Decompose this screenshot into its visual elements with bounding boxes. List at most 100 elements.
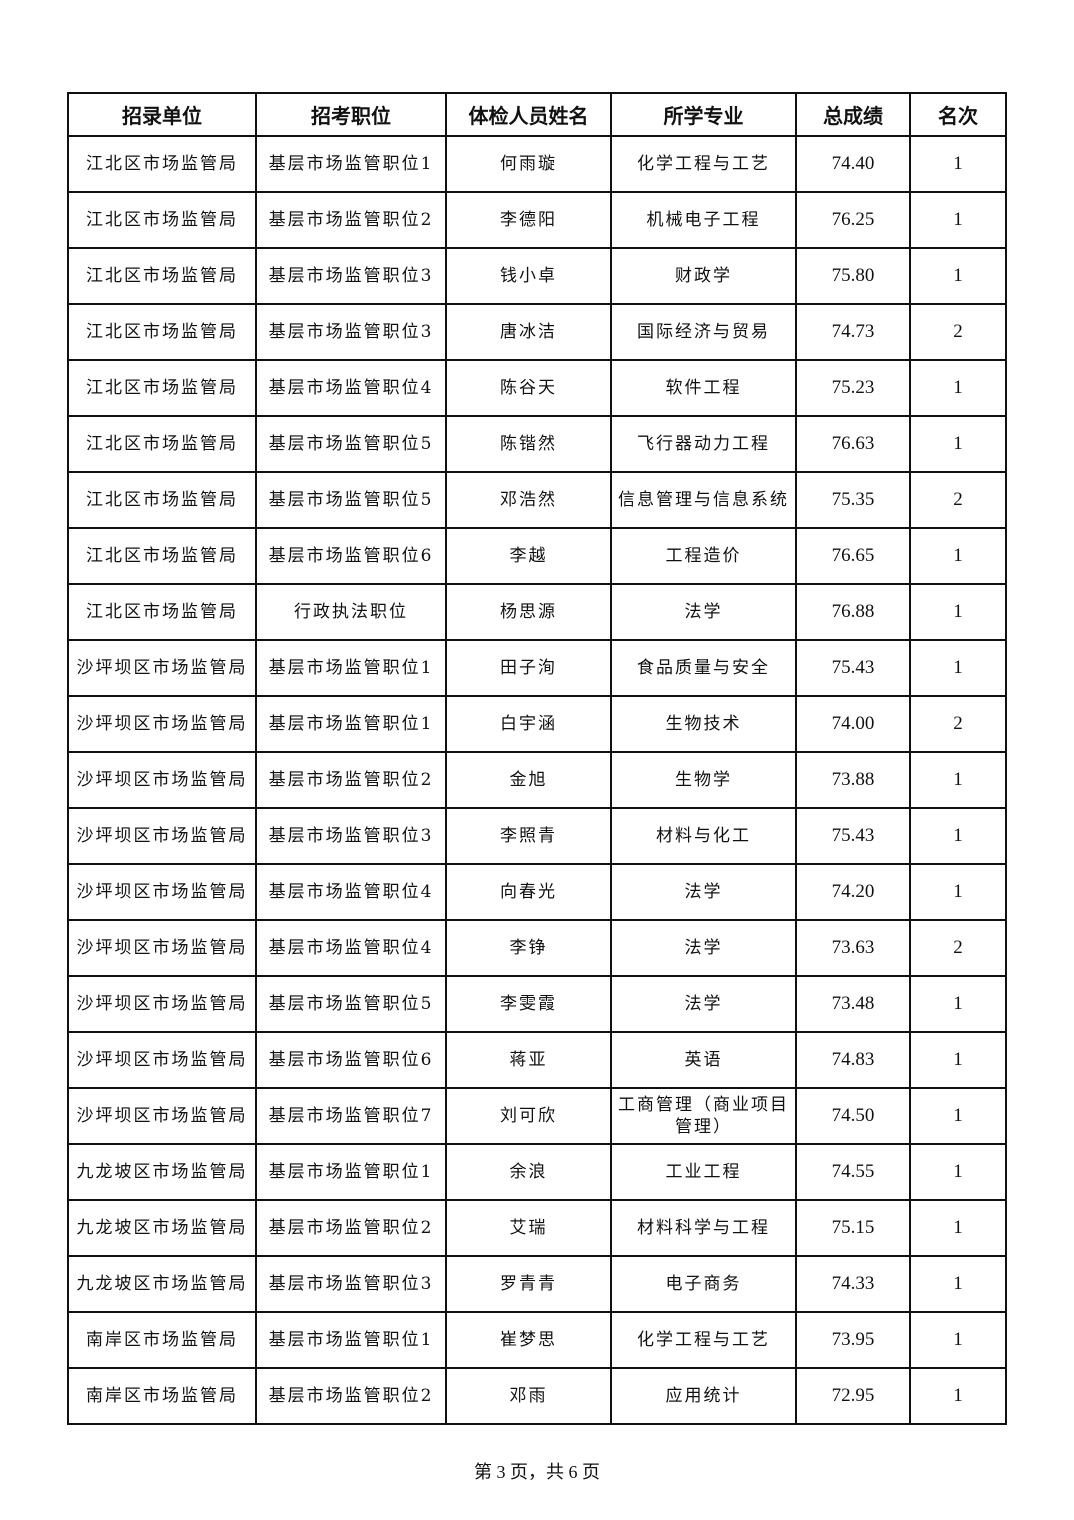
cell-major: 应用统计 [610, 1367, 797, 1425]
cell-major: 工业工程 [610, 1143, 797, 1201]
cell-rank: 1 [909, 191, 1007, 249]
cell-unit: 沙坪坝区市场监管局 [67, 975, 257, 1033]
cell-unit: 南岸区市场监管局 [67, 1367, 257, 1425]
cell-major: 英语 [610, 1031, 797, 1089]
table-row: 九龙坡区市场监管局 基层市场监管职位1 余浪 工业工程 74.55 1 [67, 1143, 1007, 1201]
cell-unit: 江北区市场监管局 [67, 471, 257, 529]
cell-score: 73.48 [795, 975, 911, 1033]
cell-name: 何雨璇 [445, 135, 612, 193]
table-row: 沙坪坝区市场监管局 基层市场监管职位4 李铮 法学 73.63 2 [67, 919, 1007, 977]
cell-major: 机械电子工程 [610, 191, 797, 249]
cell-position: 基层市场监管职位6 [255, 527, 447, 585]
cell-unit: 沙坪坝区市场监管局 [67, 807, 257, 865]
cell-rank: 1 [909, 751, 1007, 809]
table-row: 沙坪坝区市场监管局 基层市场监管职位1 白宇涵 生物技术 74.00 2 [67, 695, 1007, 753]
cell-position: 基层市场监管职位1 [255, 135, 447, 193]
table-row: 江北区市场监管局 基层市场监管职位1 何雨璇 化学工程与工艺 74.40 1 [67, 135, 1007, 193]
cell-score: 75.23 [795, 359, 911, 417]
cell-position: 行政执法职位 [255, 583, 447, 641]
cell-rank: 1 [909, 639, 1007, 697]
header-name: 体检人员姓名 [445, 92, 612, 137]
cell-unit: 九龙坡区市场监管局 [67, 1143, 257, 1201]
cell-name: 刘可欣 [445, 1087, 612, 1145]
cell-score: 74.73 [795, 303, 911, 361]
cell-position: 基层市场监管职位1 [255, 639, 447, 697]
cell-score: 75.43 [795, 807, 911, 865]
cell-position: 基层市场监管职位2 [255, 1199, 447, 1257]
table-row: 江北区市场监管局 基层市场监管职位3 钱小卓 财政学 75.80 1 [67, 247, 1007, 305]
cell-score: 73.63 [795, 919, 911, 977]
cell-name: 李越 [445, 527, 612, 585]
cell-rank: 2 [909, 303, 1007, 361]
cell-position: 基层市场监管职位4 [255, 359, 447, 417]
cell-position: 基层市场监管职位2 [255, 191, 447, 249]
cell-unit: 沙坪坝区市场监管局 [67, 751, 257, 809]
cell-score: 75.15 [795, 1199, 911, 1257]
cell-unit: 江北区市场监管局 [67, 247, 257, 305]
cell-rank: 1 [909, 975, 1007, 1033]
cell-rank: 1 [909, 1199, 1007, 1257]
cell-unit: 沙坪坝区市场监管局 [67, 695, 257, 753]
cell-unit: 沙坪坝区市场监管局 [67, 639, 257, 697]
header-position: 招考职位 [255, 92, 447, 137]
cell-rank: 1 [909, 807, 1007, 865]
cell-rank: 1 [909, 1087, 1007, 1145]
cell-score: 75.43 [795, 639, 911, 697]
table-row: 沙坪坝区市场监管局 基层市场监管职位6 蒋亚 英语 74.83 1 [67, 1031, 1007, 1089]
cell-name: 李照青 [445, 807, 612, 865]
cell-position: 基层市场监管职位7 [255, 1087, 447, 1145]
cell-score: 76.63 [795, 415, 911, 473]
cell-unit: 沙坪坝区市场监管局 [67, 919, 257, 977]
cell-name: 陈谷天 [445, 359, 612, 417]
cell-score: 73.95 [795, 1311, 911, 1369]
cell-unit: 江北区市场监管局 [67, 527, 257, 585]
cell-rank: 1 [909, 863, 1007, 921]
cell-name: 邓雨 [445, 1367, 612, 1425]
cell-major: 法学 [610, 583, 797, 641]
cell-score: 76.88 [795, 583, 911, 641]
cell-unit: 江北区市场监管局 [67, 303, 257, 361]
table-row: 江北区市场监管局 基层市场监管职位3 唐冰洁 国际经济与贸易 74.73 2 [67, 303, 1007, 361]
cell-name: 罗青青 [445, 1255, 612, 1313]
cell-major: 电子商务 [610, 1255, 797, 1313]
cell-unit: 南岸区市场监管局 [67, 1311, 257, 1369]
cell-position: 基层市场监管职位5 [255, 471, 447, 529]
cell-position: 基层市场监管职位3 [255, 807, 447, 865]
table-row: 江北区市场监管局 基层市场监管职位2 李德阳 机械电子工程 76.25 1 [67, 191, 1007, 249]
cell-score: 74.00 [795, 695, 911, 753]
cell-name: 田子洵 [445, 639, 612, 697]
header-unit: 招录单位 [67, 92, 257, 137]
cell-unit: 江北区市场监管局 [67, 359, 257, 417]
cell-name: 李德阳 [445, 191, 612, 249]
cell-unit: 沙坪坝区市场监管局 [67, 1087, 257, 1145]
table-row: 南岸区市场监管局 基层市场监管职位2 邓雨 应用统计 72.95 1 [67, 1367, 1007, 1425]
cell-name: 金旭 [445, 751, 612, 809]
cell-unit: 九龙坡区市场监管局 [67, 1255, 257, 1313]
cell-position: 基层市场监管职位5 [255, 975, 447, 1033]
cell-rank: 1 [909, 1255, 1007, 1313]
cell-score: 74.83 [795, 1031, 911, 1089]
cell-rank: 1 [909, 247, 1007, 305]
cell-major: 食品质量与安全 [610, 639, 797, 697]
table-row: 沙坪坝区市场监管局 基层市场监管职位5 李雯霞 法学 73.48 1 [67, 975, 1007, 1033]
cell-score: 76.25 [795, 191, 911, 249]
cell-major: 信息管理与信息系统 [610, 471, 797, 529]
cell-rank: 1 [909, 1311, 1007, 1369]
cell-position: 基层市场监管职位2 [255, 751, 447, 809]
table-row: 沙坪坝区市场监管局 基层市场监管职位7 刘可欣 工商管理（商业项目管理） 74.50 1 [67, 1087, 1007, 1145]
header-row: 招录单位 招考职位 体检人员姓名 所学专业 总成绩 名次 [67, 92, 1007, 137]
cell-score: 75.80 [795, 247, 911, 305]
cell-rank: 2 [909, 919, 1007, 977]
cell-score: 76.65 [795, 527, 911, 585]
table-row: 沙坪坝区市场监管局 基层市场监管职位4 向春光 法学 74.20 1 [67, 863, 1007, 921]
cell-position: 基层市场监管职位1 [255, 1311, 447, 1369]
cell-unit: 江北区市场监管局 [67, 135, 257, 193]
cell-name: 李铮 [445, 919, 612, 977]
cell-rank: 1 [909, 1367, 1007, 1425]
cell-position: 基层市场监管职位4 [255, 919, 447, 977]
cell-position: 基层市场监管职位2 [255, 1367, 447, 1425]
cell-major: 工程造价 [610, 527, 797, 585]
cell-major: 软件工程 [610, 359, 797, 417]
cell-name: 艾瑞 [445, 1199, 612, 1257]
table-row: 江北区市场监管局 基层市场监管职位5 邓浩然 信息管理与信息系统 75.35 2 [67, 471, 1007, 529]
